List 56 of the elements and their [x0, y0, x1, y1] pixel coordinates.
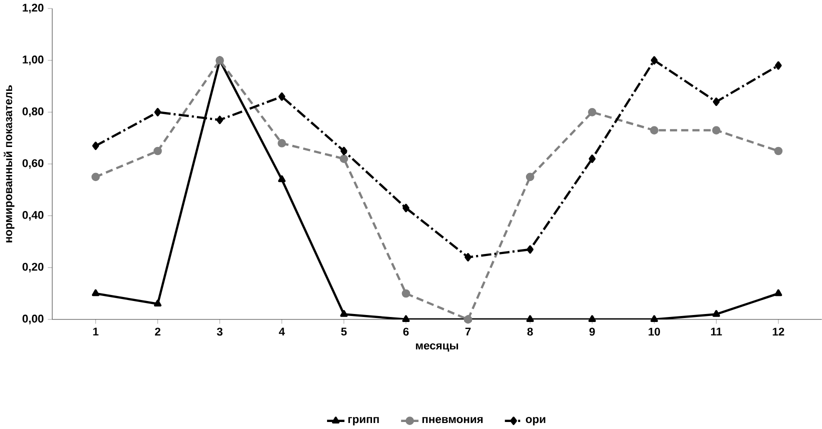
- y-tick-label: 0,20: [22, 262, 44, 272]
- point: [650, 56, 658, 65]
- point: [154, 300, 162, 307]
- point: [526, 315, 534, 322]
- point: [91, 172, 100, 182]
- x-tick-label: 10: [648, 328, 660, 336]
- x-tick-label: 7: [465, 328, 471, 336]
- point: [588, 315, 596, 322]
- point: [774, 289, 782, 296]
- y-tick-label: 0,60: [22, 159, 44, 169]
- legend-label: пневмония: [422, 417, 483, 424]
- point: [278, 92, 286, 101]
- legend-label: грипп: [348, 417, 379, 426]
- x-tick-label: 1: [93, 328, 98, 336]
- x-tick-label: 9: [589, 328, 595, 336]
- x-tick-label: 3: [216, 328, 222, 336]
- point: [340, 146, 348, 156]
- y-tick-label: 0,00: [22, 314, 44, 324]
- x-tick-label: 8: [527, 328, 533, 336]
- point: [92, 289, 100, 296]
- point: [402, 289, 410, 298]
- point: [588, 108, 596, 116]
- point: [650, 315, 658, 322]
- y-tick-label: 0,80: [22, 107, 44, 118]
- y-tick-label: 1,20: [22, 4, 44, 14]
- y-tick-label: 1,00: [22, 56, 44, 66]
- point: [774, 61, 782, 70]
- point: [526, 245, 534, 254]
- point: [340, 310, 348, 317]
- point: [712, 310, 720, 317]
- y-axis-title: нормированный показатель: [4, 85, 14, 242]
- point: [154, 146, 162, 156]
- point: [92, 142, 100, 150]
- point: [526, 172, 534, 182]
- point: [216, 116, 224, 124]
- x-axis-title: месяцы: [416, 343, 458, 352]
- x-tick-label: 2: [154, 328, 160, 336]
- point: [402, 315, 410, 322]
- point: [712, 98, 720, 106]
- x-tick-label: 4: [278, 328, 285, 336]
- point: [278, 175, 286, 182]
- point: [588, 154, 596, 164]
- point: [774, 146, 783, 156]
- point: [712, 126, 720, 135]
- x-tick-label: 6: [403, 328, 409, 336]
- point: [154, 108, 162, 116]
- x-tick-label: 12: [772, 328, 784, 336]
- point: [464, 253, 472, 262]
- point: [402, 204, 410, 212]
- point: [650, 126, 658, 135]
- legend-label: ори: [526, 417, 546, 426]
- x-tick-label: 5: [341, 328, 347, 336]
- y-tick-label: 0,40: [22, 211, 44, 221]
- point: [278, 139, 286, 148]
- x-tick-label: 11: [711, 328, 722, 336]
- point: [340, 154, 348, 164]
